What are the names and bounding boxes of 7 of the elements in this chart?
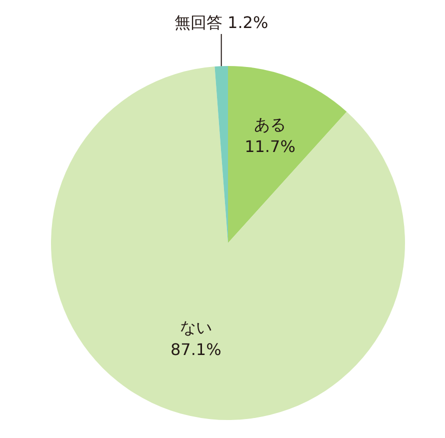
data-label: 11.7% — [244, 136, 296, 156]
pie-slice — [51, 66, 405, 420]
data-label: 87.1% — [170, 340, 222, 359]
slice-label: ない — [180, 318, 212, 337]
slice-label: ある — [254, 114, 286, 134]
slice-label: 無回答 1.2% — [174, 13, 268, 32]
pie-slice — [228, 66, 347, 243]
